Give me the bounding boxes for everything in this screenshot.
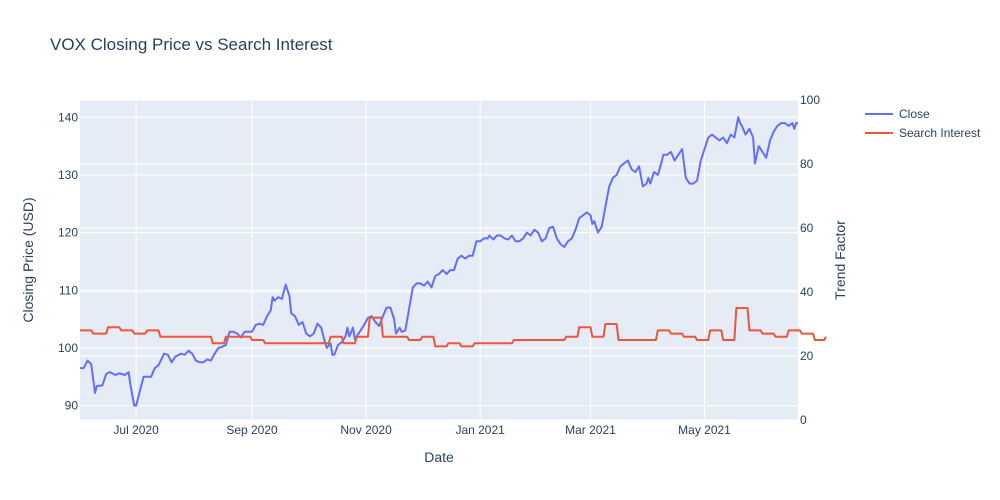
legend: Close Search Interest	[865, 107, 981, 140]
x-tick-label: Jan 2021	[455, 423, 505, 437]
x-tick-label: Jul 2020	[113, 423, 159, 437]
y2-axis-title: Trend Factor	[832, 220, 848, 300]
tick-labels: Jul 2020 Sep 2020 Nov 2020 Jan 2021 Mar 2021…	[58, 93, 820, 437]
y-tick-label: 130	[58, 168, 78, 182]
y2-tick-label: 40	[800, 285, 814, 299]
x-axis-title: Date	[424, 449, 454, 465]
y-tick-label: 120	[58, 226, 78, 240]
plot-background	[80, 100, 798, 420]
y-tick-label: 90	[65, 399, 79, 413]
x-tick-label: Nov 2020	[340, 423, 392, 437]
y-tick-label: 140	[58, 110, 78, 124]
series-line-close[interactable]	[80, 116, 798, 407]
chart-title: VOX Closing Price vs Search Interest	[50, 35, 333, 54]
gridlines	[80, 99, 798, 421]
y2-tick-label: 20	[800, 349, 814, 363]
y2-tick-label: 100	[800, 93, 820, 107]
y2-tick-label: 60	[800, 221, 814, 235]
x-tick-label: May 2021	[678, 423, 731, 437]
y-axis-title: Closing Price (USD)	[20, 197, 36, 322]
y-tick-label: 110	[59, 283, 78, 297]
legend-label-search-interest[interactable]: Search Interest	[899, 126, 981, 140]
y2-tick-label: 0	[800, 413, 807, 427]
series-line-search-interest[interactable]	[80, 307, 827, 348]
x-tick-label: Sep 2020	[226, 423, 278, 437]
y2-tick-label: 80	[800, 157, 814, 171]
series-layer	[80, 116, 827, 407]
y-tick-label: 100	[58, 341, 78, 355]
x-tick-label: Mar 2021	[565, 423, 616, 437]
legend-label-close[interactable]: Close	[899, 107, 930, 121]
